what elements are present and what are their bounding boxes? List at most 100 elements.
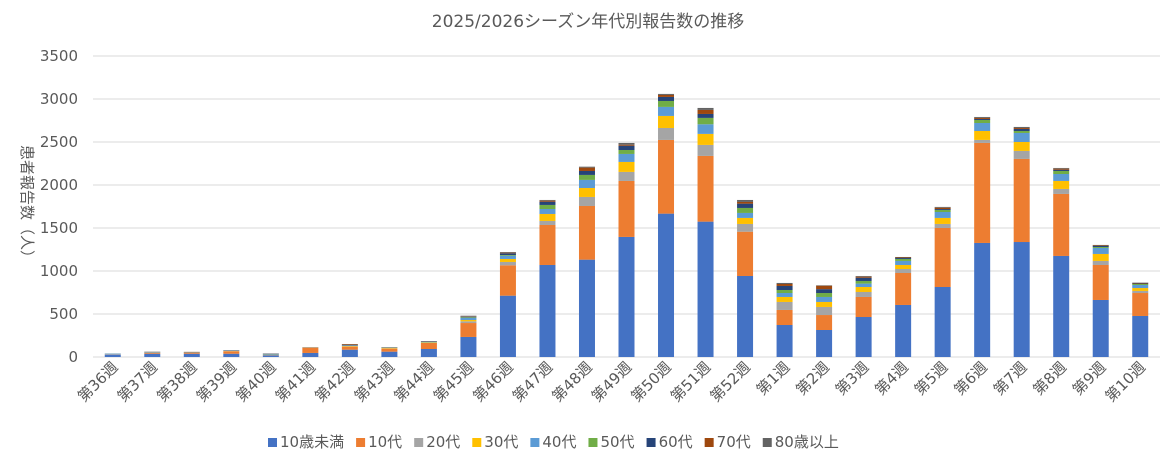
x-tick-label: 第52週 [706, 358, 753, 405]
x-tick-label: 第50週 [627, 358, 674, 405]
bar-segment [934, 206, 951, 208]
legend-swatch [704, 438, 714, 447]
x-tick-label: 第47週 [509, 358, 556, 405]
bar-segment [974, 139, 991, 143]
bar-segment [618, 153, 635, 162]
x-tick-label: 第40週 [232, 358, 279, 405]
bar-segment [618, 142, 635, 145]
bar-segment [737, 223, 754, 232]
x-tick-label: 第44週 [390, 358, 437, 405]
bar-segment [855, 277, 872, 281]
bar-segment [816, 296, 833, 302]
legend-swatch [268, 438, 277, 447]
bar-segment [1013, 126, 1030, 128]
bar-segment [578, 188, 595, 197]
bar-segment [737, 217, 754, 224]
bar-segment [855, 296, 872, 318]
bar-segment [460, 315, 477, 317]
legend-label: 60代 [659, 433, 693, 451]
y-tick-label: 0 [68, 348, 78, 366]
bar-segment [1053, 180, 1070, 189]
x-tick-label: 第49週 [588, 358, 635, 405]
bar-segment [460, 317, 477, 321]
bar-segment [974, 142, 991, 243]
x-tick-label: 第48週 [548, 358, 595, 405]
bar-segment [539, 204, 556, 209]
legend-swatch [472, 438, 482, 447]
x-tick-label: 第46週 [469, 358, 516, 405]
bar-segment [1132, 285, 1149, 289]
bar-segment [539, 199, 556, 201]
bar-segment [934, 217, 951, 224]
bar-segment [578, 174, 595, 180]
y-tick-label: 3000 [40, 90, 78, 108]
legend-swatch [414, 438, 424, 447]
bar-segment [658, 100, 675, 107]
bar-segment [776, 296, 793, 302]
x-tick-label: 第2週 [792, 358, 833, 399]
y-tick-label: 2500 [40, 133, 78, 151]
x-tick-label: 第41週 [272, 358, 319, 405]
bar-segment [539, 264, 556, 357]
bar-segment [1053, 193, 1070, 256]
bar-segment [499, 265, 516, 296]
bar-segment [974, 242, 991, 357]
bar-segment [816, 329, 833, 357]
bar-segment [460, 321, 477, 324]
x-tick-label: 第36週 [74, 358, 121, 405]
x-tick-label: 第4週 [871, 358, 912, 399]
bar-segment [1013, 142, 1030, 151]
bar-segment [697, 117, 714, 125]
bar-segment [420, 342, 437, 350]
bar-segment [974, 118, 991, 120]
bar-segment [895, 257, 912, 259]
bar-segment [618, 171, 635, 181]
bar-segment [618, 149, 635, 154]
bar-segment [1013, 128, 1030, 131]
bar-segment [1092, 245, 1109, 248]
x-tick-label: 第1週 [753, 358, 794, 399]
bar-segment [381, 351, 398, 357]
legend-label: 70代 [717, 433, 751, 451]
bar-segment [934, 208, 951, 210]
bar-segment [1132, 282, 1149, 284]
x-tick-label: 第51週 [667, 358, 714, 405]
bar-segment [341, 344, 358, 346]
bar-segment [737, 212, 754, 218]
bar-segment [895, 304, 912, 357]
bar-segment [578, 166, 595, 168]
x-tick-label: 第7週 [990, 358, 1031, 399]
bar-segment [776, 290, 793, 294]
bar-segment [460, 317, 477, 318]
legend-label: 50代 [600, 433, 634, 451]
bar-segment [578, 205, 595, 260]
x-tick-label: 第38週 [153, 358, 200, 405]
x-tick-label: 第8週 [1029, 358, 1070, 399]
bar-segment [1013, 242, 1030, 357]
x-tick-label: 第45週 [430, 358, 477, 405]
bar-segment [737, 207, 754, 213]
bar-segment [934, 209, 951, 213]
bar-segment [1013, 130, 1030, 133]
bar-segment [578, 179, 595, 189]
bar-segment [1092, 264, 1109, 300]
bar-segment [1092, 247, 1109, 254]
bar-segment [895, 258, 912, 261]
bar-segment [223, 351, 240, 354]
x-tick-label: 第42週 [311, 358, 358, 405]
bar-segment [974, 130, 991, 140]
bar-segment [895, 258, 912, 259]
y-tick-label: 500 [49, 305, 78, 323]
bar-segment [618, 144, 635, 146]
bar-segment [499, 295, 516, 357]
bar-segment [776, 293, 793, 297]
bar-segment [855, 286, 872, 292]
x-tick-label: 第3週 [832, 358, 873, 399]
bar-segment [737, 199, 754, 202]
bar-segment [697, 155, 714, 222]
x-tick-label: 第39週 [193, 358, 240, 405]
bar-segment [262, 355, 279, 357]
bar-segment [737, 203, 754, 208]
bar-segment [934, 228, 951, 287]
bar-segment [1092, 247, 1109, 248]
